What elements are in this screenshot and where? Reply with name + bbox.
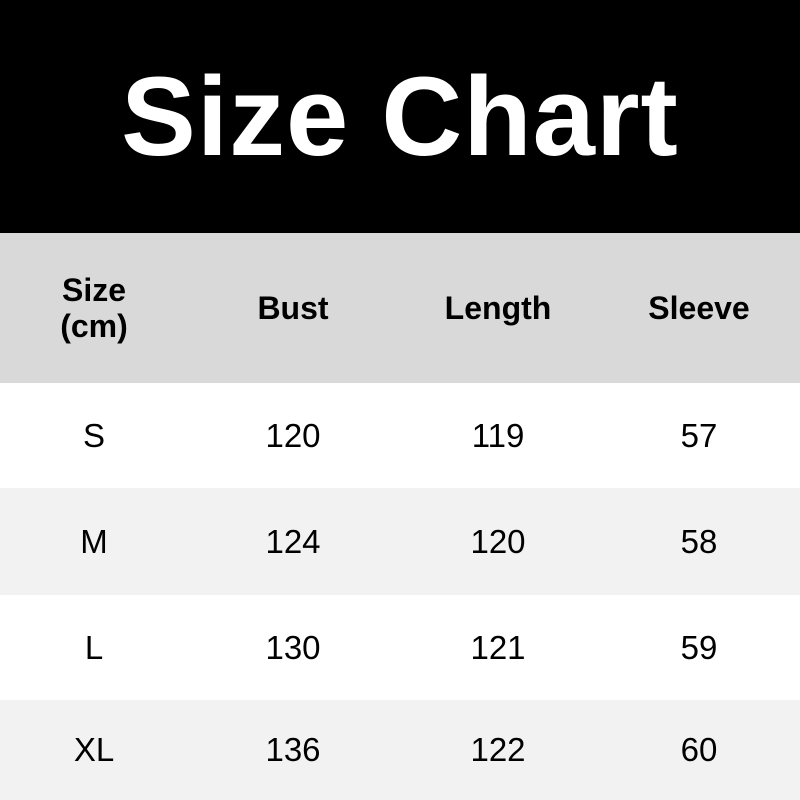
header-size-label: Size [61, 272, 127, 308]
cell-bust: 136 [265, 731, 321, 768]
cell-length: 121 [470, 628, 526, 666]
cell-size: S [82, 416, 105, 454]
header-length: Length [444, 290, 552, 326]
table-row: L 130 121 59 [0, 595, 800, 700]
cell-sleeve: 58 [680, 522, 718, 560]
cell-length: 119 [471, 416, 525, 454]
table-row: XL 136 122 60 [0, 700, 800, 800]
cell-bust: 120 [265, 416, 321, 454]
cell-bust: 124 [265, 522, 321, 560]
cell-size: M [80, 522, 108, 560]
cell-sleeve: 59 [680, 628, 718, 666]
header-size-unit: (cm) [60, 308, 128, 344]
cell-bust: 130 [265, 628, 321, 666]
table-header: Size (cm) Bust Length Sleeve [0, 233, 800, 383]
cell-length: 122 [470, 731, 526, 768]
table-row: S 120 119 57 [0, 383, 800, 488]
cell-size: XL [73, 731, 115, 768]
header-sleeve: Sleeve [648, 290, 750, 326]
cell-size: L [84, 628, 104, 666]
cell-length: 120 [470, 522, 526, 560]
cell-sleeve: 57 [680, 416, 718, 454]
header-size: Size (cm) [0, 272, 188, 344]
table-row: M 124 120 58 [0, 488, 800, 595]
header-bust: Bust [257, 290, 329, 326]
cell-sleeve: 60 [680, 731, 718, 768]
page-title: Size Chart [0, 0, 800, 233]
